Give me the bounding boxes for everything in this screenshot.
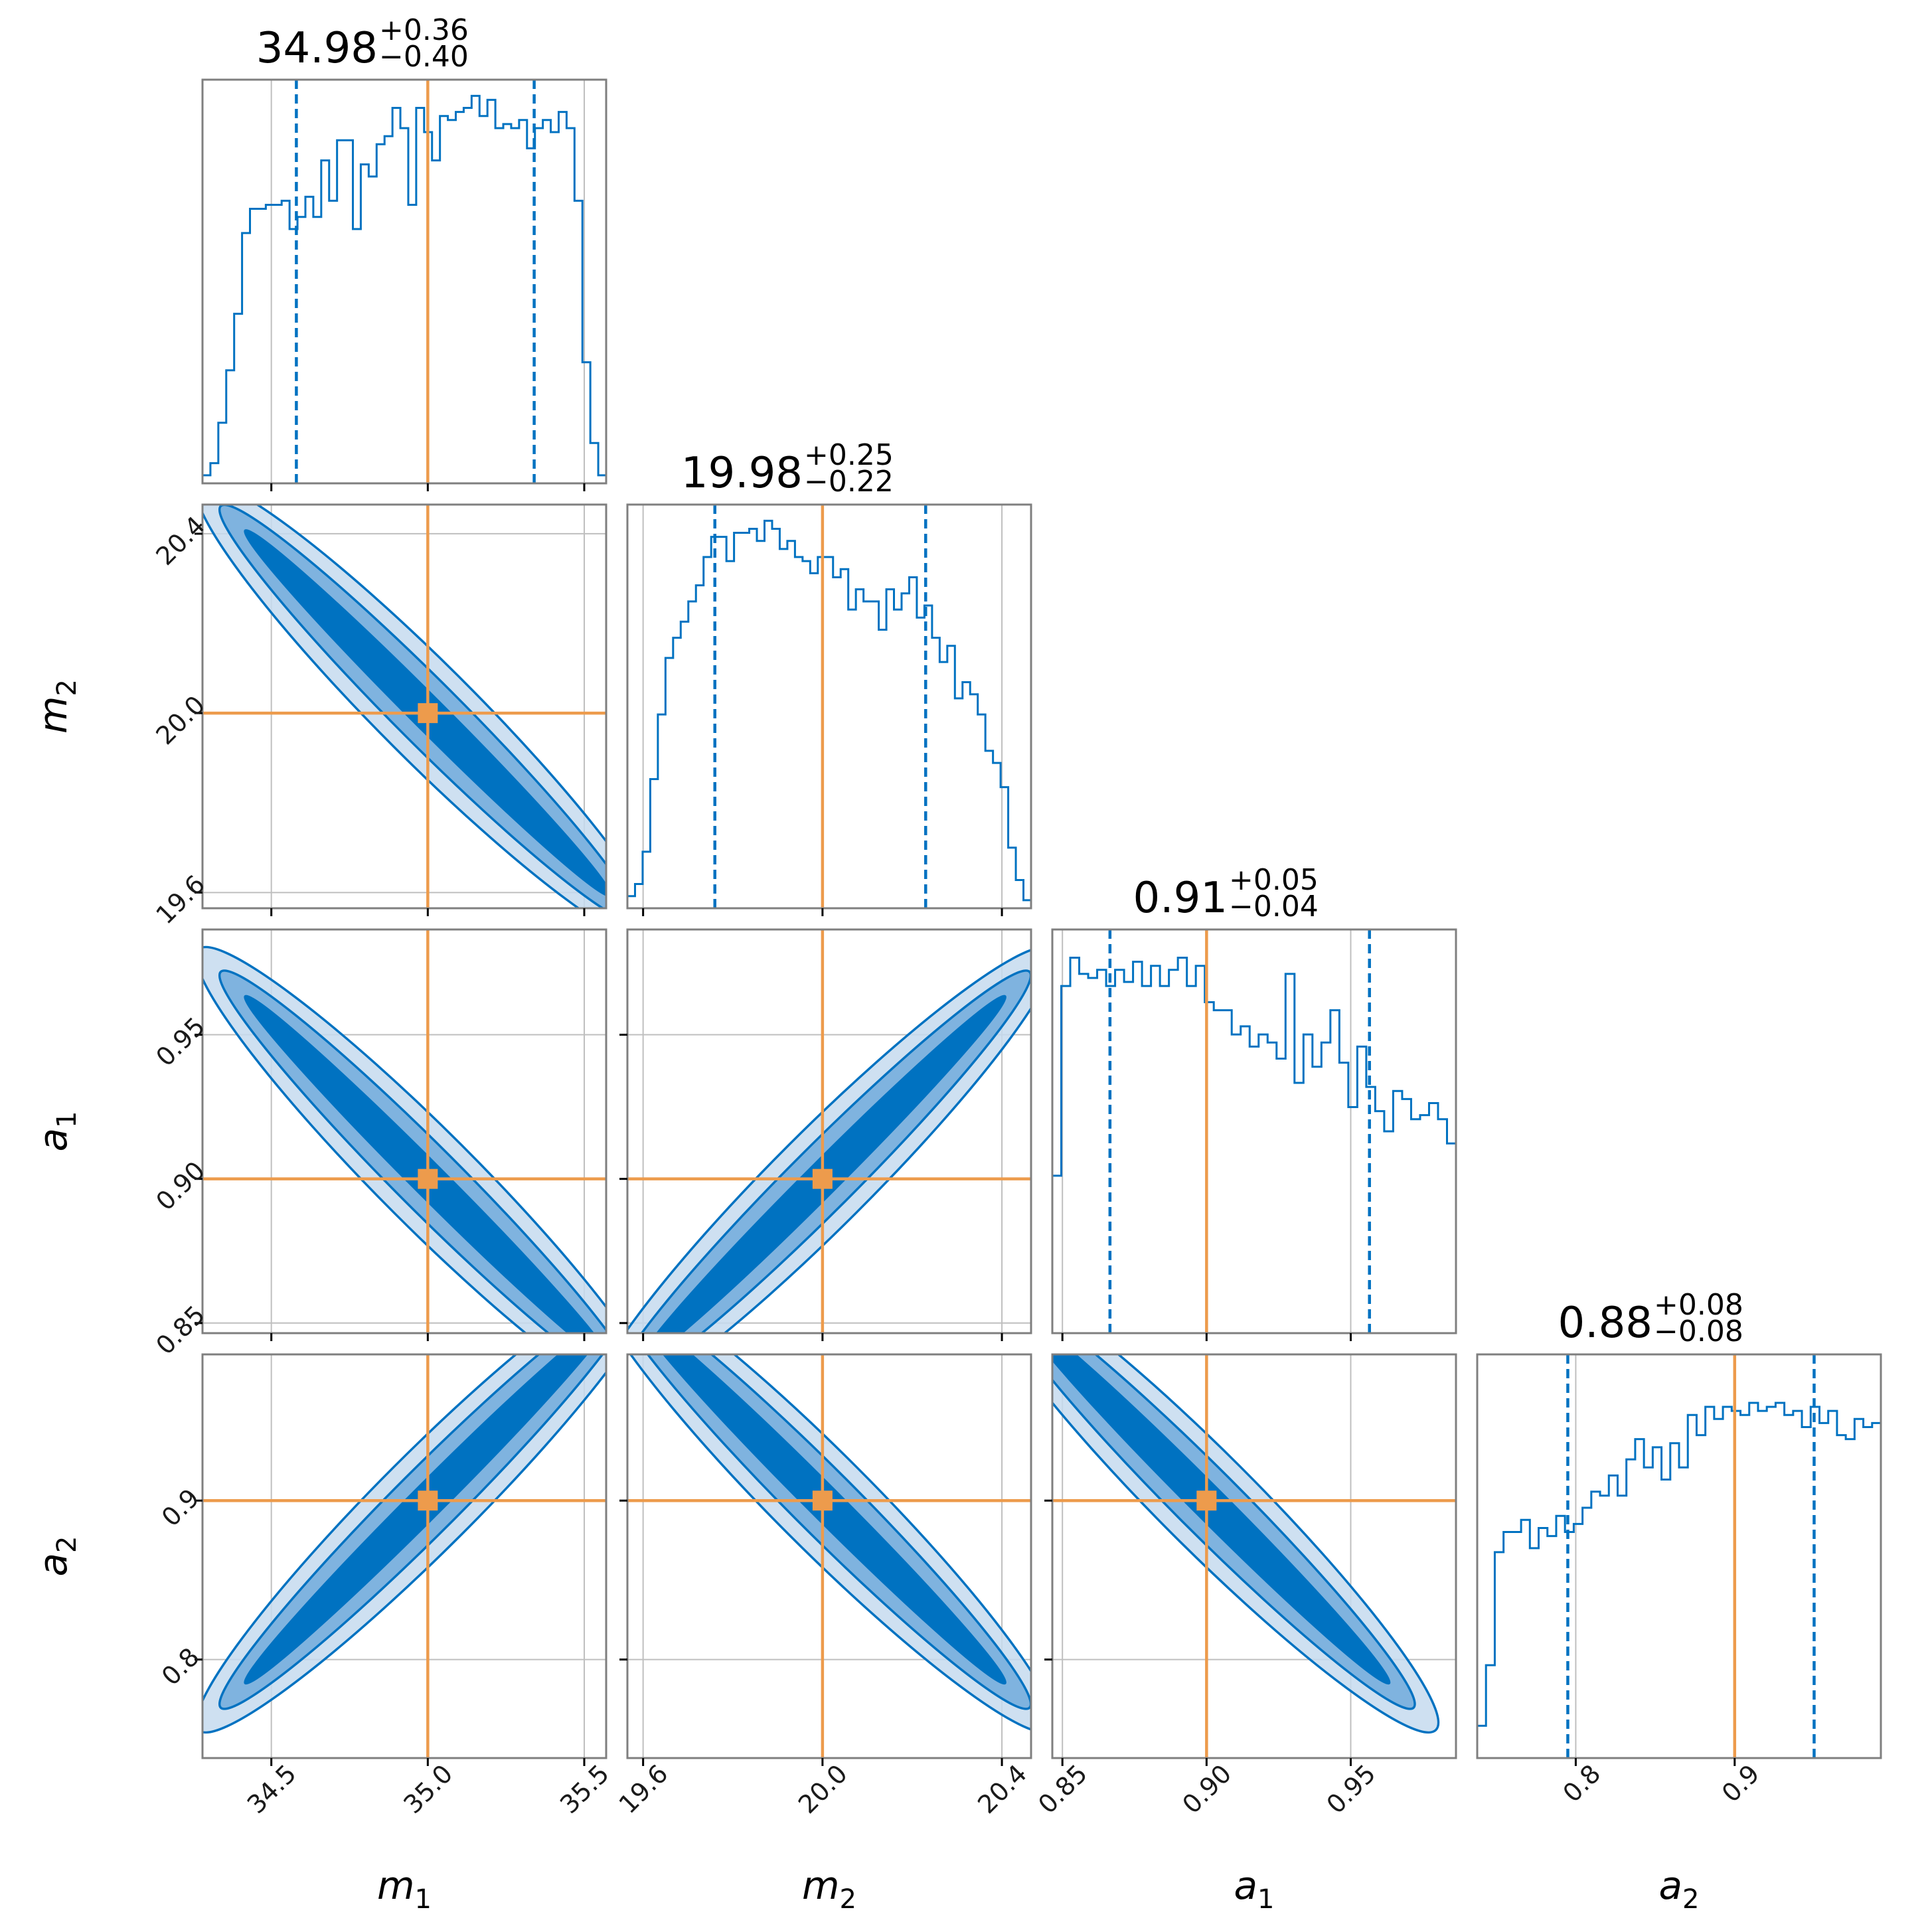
x-axis-label: a1 — [1234, 1863, 1275, 1915]
median-title: 0.88 — [1558, 1299, 1653, 1348]
contour-panel — [627, 929, 1031, 1333]
histogram-panel — [1477, 1354, 1881, 1758]
histogram-step — [1052, 957, 1456, 1333]
panel-frame — [201, 503, 607, 910]
x-tick-label: 0.95 — [1321, 1759, 1382, 1819]
y-tick-label: 0.8 — [156, 1642, 205, 1691]
panel-frame — [201, 928, 607, 1334]
x-tick-label: 35.5 — [554, 1759, 615, 1819]
x-tick-label: 20.4 — [972, 1759, 1032, 1819]
panel-frame — [626, 928, 1032, 1334]
histogram-panel — [1052, 929, 1456, 1333]
contour-panel — [202, 929, 606, 1333]
plus-error: +0.25 — [804, 438, 894, 472]
y-axis-label: m2 — [31, 679, 82, 734]
median-title: 34.98 — [256, 24, 378, 73]
panel-frame — [626, 503, 1032, 910]
histogram-step — [627, 519, 1031, 908]
plus-error: +0.08 — [1654, 1288, 1743, 1322]
y-axis-label-subscript: 1 — [52, 1111, 82, 1128]
median-title: 19.98 — [681, 449, 803, 498]
truth-marker — [418, 703, 438, 724]
contour-panel — [1052, 1354, 1456, 1758]
x-tick-label: 20.0 — [793, 1759, 853, 1819]
x-tick-label: 19.6 — [613, 1759, 674, 1819]
frames-layer — [195, 78, 1882, 1766]
x-axis-label: m1 — [377, 1863, 432, 1915]
x-axis-label-subscript: 1 — [1257, 1884, 1274, 1915]
histogram-step — [202, 94, 606, 483]
y-axis-label: a1 — [31, 1111, 82, 1152]
contour-panel — [202, 1354, 606, 1758]
contour-panel — [202, 505, 606, 908]
median-title: 0.91 — [1133, 874, 1228, 923]
histogram-step — [1477, 1402, 1881, 1758]
x-tick-label: 0.9 — [1716, 1759, 1765, 1808]
histogram-panel — [627, 505, 1031, 908]
x-tick-label: 35.0 — [398, 1759, 458, 1819]
truth-marker — [812, 1168, 833, 1189]
y-axis-label-subscript: 2 — [52, 1536, 82, 1553]
histogram-panel — [202, 80, 606, 483]
truth-marker — [418, 1168, 438, 1189]
minus-error: −0.08 — [1654, 1315, 1743, 1348]
y-axis-label-subscript: 2 — [52, 679, 82, 696]
x-tick-label: 34.5 — [242, 1759, 302, 1819]
panel-frame — [201, 78, 607, 485]
truth-marker — [812, 1490, 833, 1511]
plus-error: +0.05 — [1229, 863, 1319, 897]
x-axis-label: a2 — [1659, 1863, 1700, 1915]
panel-frame — [1476, 1353, 1882, 1759]
minus-error: −0.04 — [1229, 890, 1319, 924]
x-tick-label: 0.90 — [1176, 1759, 1237, 1819]
truth-marker — [1196, 1490, 1217, 1511]
data-layer — [202, 80, 1881, 1758]
x-tick-label: 0.8 — [1558, 1759, 1607, 1808]
x-axis-label: m2 — [802, 1863, 856, 1915]
minus-error: −0.22 — [804, 465, 894, 499]
panel-frame — [1051, 928, 1457, 1334]
panel-frame — [1051, 1353, 1457, 1759]
x-axis-label-subscript: 1 — [415, 1884, 432, 1915]
panel-frame — [626, 1353, 1032, 1759]
panel-frame — [201, 1353, 607, 1759]
x-axis-label-subscript: 2 — [840, 1884, 856, 1915]
y-tick-label: 0.9 — [156, 1483, 205, 1532]
plus-error: +0.36 — [379, 13, 469, 47]
x-tick-label: 0.85 — [1032, 1759, 1093, 1819]
minus-error: −0.40 — [379, 40, 469, 74]
contour-panel — [627, 1354, 1031, 1758]
y-axis-label: a2 — [31, 1536, 82, 1577]
x-axis-label-subscript: 2 — [1682, 1884, 1699, 1915]
truth-marker — [418, 1490, 438, 1511]
